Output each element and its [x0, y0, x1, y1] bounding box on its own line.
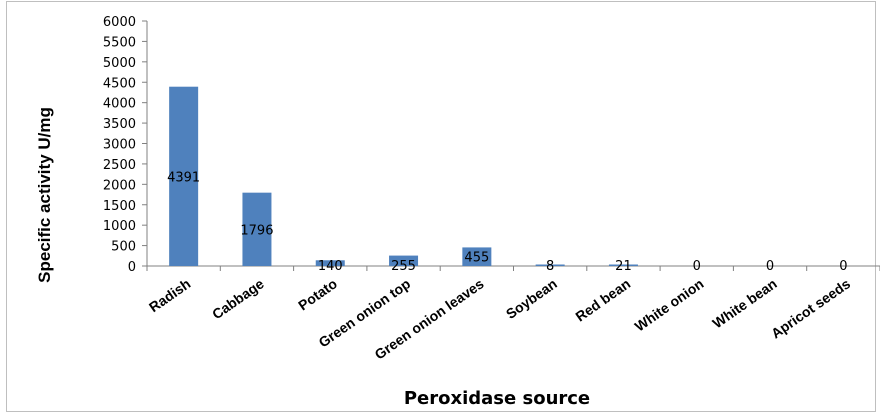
y-tick-label: 500 [111, 240, 136, 255]
data-label: 4391 [167, 170, 200, 185]
y-tick-label: 4000 [103, 97, 136, 112]
data-label: 21 [615, 259, 632, 274]
y-tick-label: 4500 [103, 76, 136, 91]
bar [608, 264, 638, 266]
category-label: Potato [295, 275, 340, 313]
y-tick-label: 1500 [103, 199, 136, 214]
category-label: Cabbage [209, 275, 267, 322]
y-tick-label: 0 [128, 260, 136, 275]
bars [169, 86, 638, 266]
y-tick-label: 2000 [103, 178, 136, 193]
bar [242, 192, 272, 266]
y-tick-label: 3500 [103, 117, 136, 132]
category-label: White onion [632, 275, 707, 334]
y-tick-label: 2500 [103, 158, 136, 173]
category-label: Apricot seeds [768, 275, 853, 341]
category-label: White bean [709, 275, 779, 331]
x-axis-title: Peroxidase source [404, 388, 590, 409]
data-label: 1796 [240, 223, 273, 238]
data-label: 8 [546, 259, 554, 274]
data-label: 0 [766, 259, 774, 274]
chart-frame [6, 1, 876, 412]
bar [169, 86, 199, 266]
y-tick-label: 6000 [103, 15, 136, 30]
category-label: Radish [146, 275, 193, 315]
data-labels: 4391 1796 140 255 455 8 21 0 0 0 [167, 170, 847, 274]
y-tick-label: 1000 [103, 219, 136, 234]
data-label: 255 [391, 259, 416, 274]
y-tick-label: 3000 [103, 138, 136, 153]
data-label: 455 [464, 251, 489, 266]
y-axis-title: Specific activity U/mg [35, 107, 54, 283]
data-label: 0 [693, 259, 701, 274]
data-label: 140 [318, 259, 343, 274]
y-axis: 0 500 1000 1500 2000 2500 3000 3500 4000 4500 5000… [103, 15, 148, 275]
data-label: 0 [839, 259, 847, 274]
bar [315, 260, 345, 266]
bar [462, 247, 492, 266]
category-label: Red bean [572, 275, 633, 324]
y-tick-label: 5000 [103, 56, 136, 71]
y-tick-label: 5500 [103, 35, 136, 50]
bar [389, 255, 419, 266]
category-label: Soybean [503, 275, 560, 322]
bar [535, 264, 565, 266]
